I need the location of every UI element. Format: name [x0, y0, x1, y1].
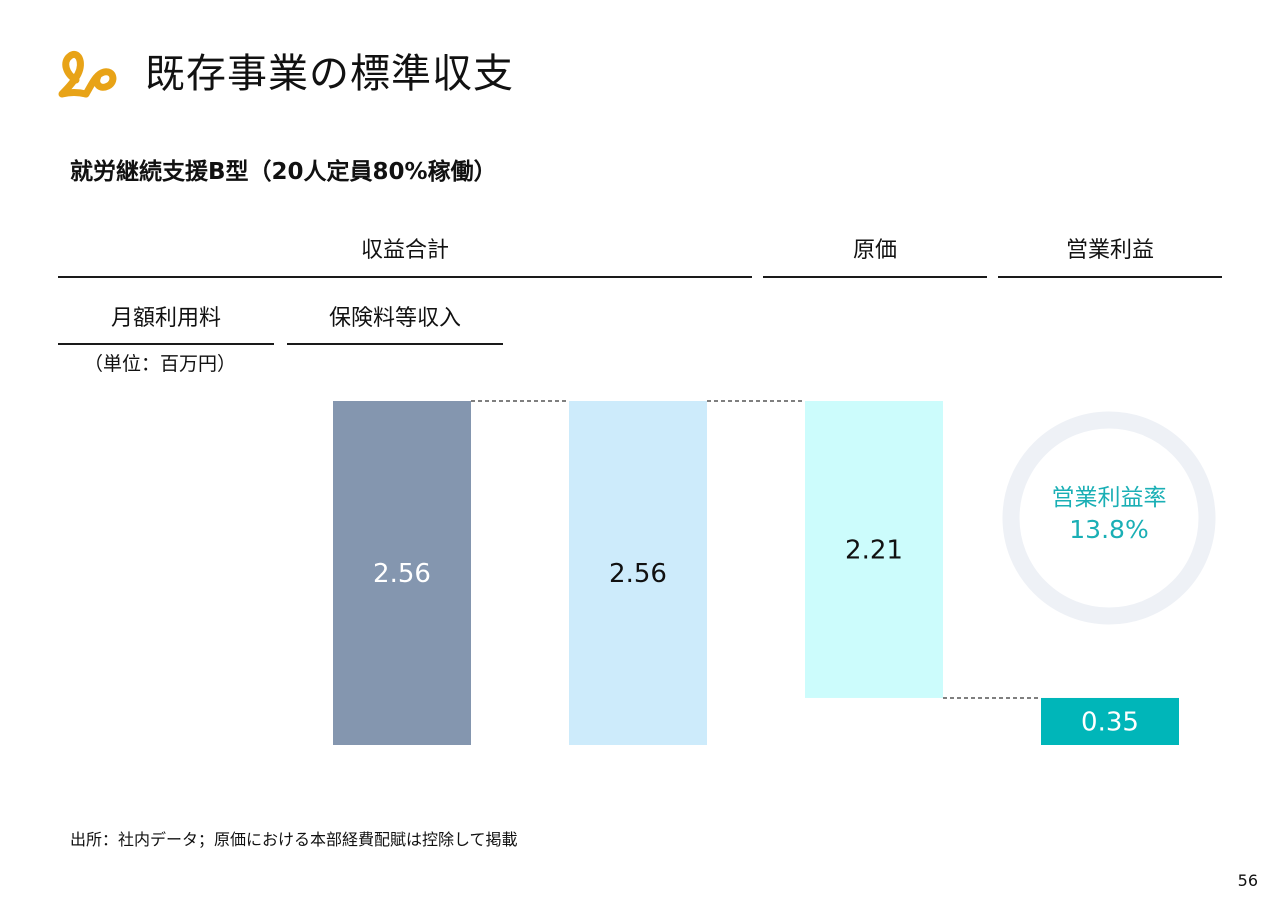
- page-number: 56: [1237, 871, 1258, 890]
- divider-monthly-fee: [58, 343, 274, 345]
- page-title: 既存事業の標準収支: [145, 51, 514, 97]
- bar-value-label-1: 2.56: [373, 559, 431, 589]
- kpi-label: 営業利益率: [1052, 485, 1167, 511]
- source-note: 出所：社内データ；原価における本部経費配賦は控除して掲載: [70, 830, 518, 849]
- divider-insurance-income: [287, 343, 503, 345]
- header-monthly-fee: 月額利用料: [110, 306, 221, 331]
- divider-revenue-total: [58, 276, 752, 278]
- kpi-value: 13.8%: [1069, 515, 1148, 544]
- header-insurance-income: 保険料等収入: [328, 306, 461, 331]
- chart-subtitle: 就労継続支援B型（20人定員80%稼働）: [70, 159, 497, 185]
- bar-3: [805, 401, 943, 698]
- divider-cost: [763, 276, 987, 278]
- header-operating-profit: 営業利益: [1065, 238, 1154, 263]
- company-logo: [58, 51, 117, 98]
- divider-operating-profit: [998, 276, 1222, 278]
- bar-value-label-4: 0.35: [1081, 707, 1139, 737]
- waterfall-chart: 2.56 2.56 2.21 0.35 営業利益率 13.8%: [333, 400, 1216, 745]
- operating-margin-kpi: 営業利益率 13.8%: [1002, 411, 1216, 625]
- bar-1: [333, 401, 471, 745]
- header-cost: 原価: [852, 238, 897, 263]
- bar-value-label-3: 2.21: [845, 535, 903, 565]
- header-revenue-total: 収益合計: [360, 238, 449, 263]
- kpi-ring: [1002, 411, 1216, 625]
- bar-4: [1041, 697, 1179, 745]
- bar-2: [569, 401, 707, 745]
- bar-value-label-2: 2.56: [609, 559, 667, 589]
- unit-label: （単位：百万円）: [84, 353, 237, 375]
